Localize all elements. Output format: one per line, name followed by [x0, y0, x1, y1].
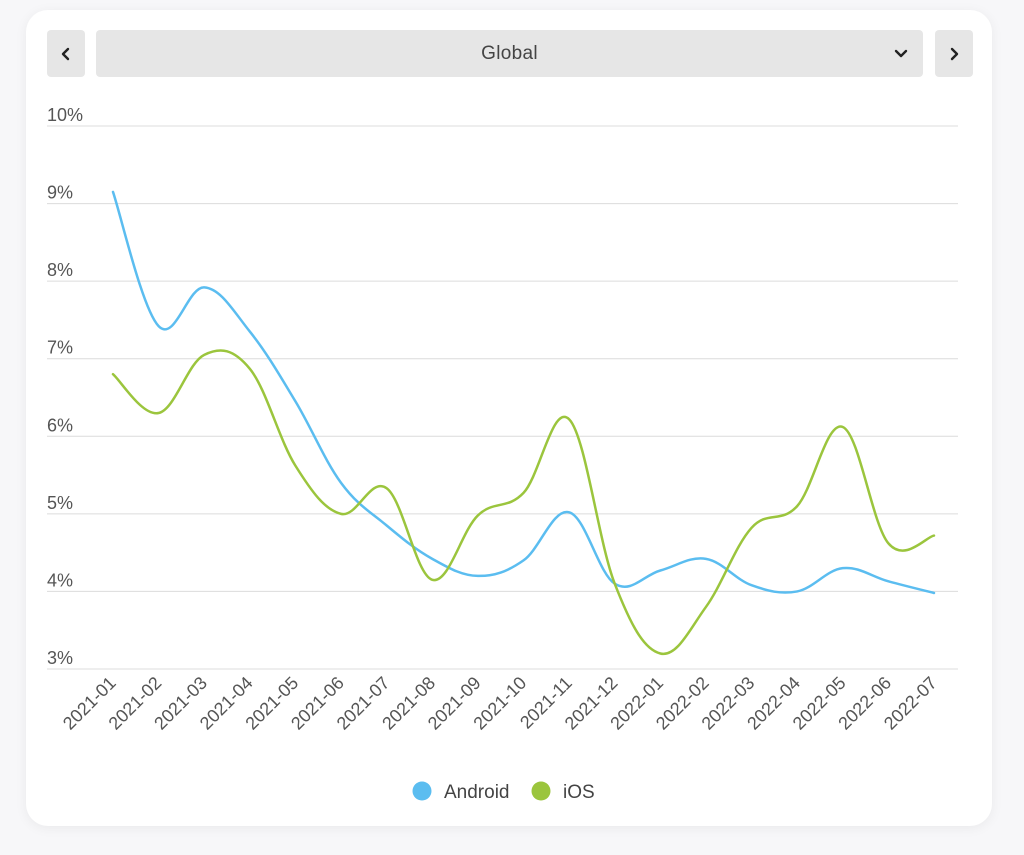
- legend-label-android: Android: [444, 782, 510, 803]
- chevron-left-icon: [61, 47, 70, 60]
- legend-label-ios: iOS: [563, 782, 595, 803]
- y-tick-label: 3%: [47, 648, 73, 668]
- series-line-android: [111, 190, 936, 595]
- chevron-right-icon: [950, 47, 959, 60]
- y-tick-label: 6%: [47, 415, 73, 435]
- region-dropdown-value: Global: [481, 43, 538, 64]
- previous-button[interactable]: [47, 30, 85, 77]
- legend-marker-ios: [531, 781, 551, 801]
- y-tick-label: 10%: [47, 105, 83, 125]
- y-tick-label: 9%: [47, 183, 73, 203]
- region-dropdown[interactable]: Global: [96, 30, 923, 77]
- series-line-ios: [111, 349, 936, 655]
- y-tick-label: 4%: [47, 570, 73, 590]
- next-button[interactable]: [935, 30, 973, 77]
- y-tick-label: 7%: [47, 338, 73, 358]
- legend-marker-android: [412, 781, 432, 801]
- chart-card: [26, 10, 992, 826]
- y-tick-label: 5%: [47, 493, 73, 513]
- y-tick-label: 8%: [47, 260, 73, 280]
- chevron-down-icon: [894, 49, 908, 58]
